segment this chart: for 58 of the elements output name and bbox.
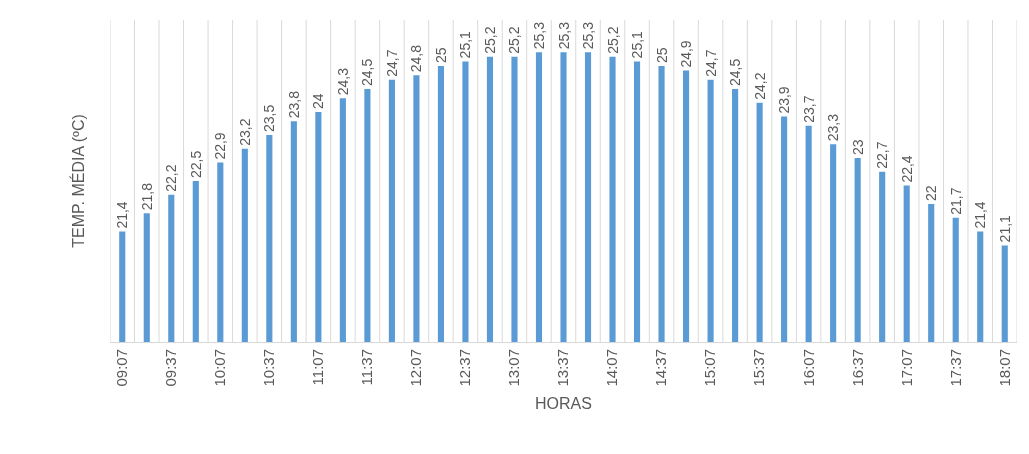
x-tick-label: 15:07	[701, 349, 719, 387]
data-label: 25	[653, 47, 670, 63]
data-label: 25,3	[580, 21, 597, 50]
data-label: 25,3	[530, 21, 547, 50]
x-tick-label: 16:37	[848, 349, 866, 387]
data-label: 24,8	[408, 44, 425, 73]
data-label: 22,2	[163, 164, 180, 192]
data-label: 24,5	[359, 58, 376, 86]
data-label: 23,2	[236, 118, 253, 146]
data-label: 24	[310, 93, 327, 109]
data-label: 21,4	[114, 201, 131, 229]
data-label: 23,3	[825, 113, 842, 142]
x-axis-title: HORAS	[535, 395, 592, 413]
data-label: 21,1	[996, 214, 1013, 243]
data-label: 24,7	[383, 49, 400, 77]
data-label: 24,7	[702, 49, 719, 77]
x-tick-label: 13:37	[554, 349, 572, 387]
data-label: 22,9	[212, 132, 229, 160]
x-tick-label: 10:07	[211, 349, 229, 387]
data-label: 25,2	[604, 26, 621, 54]
data-label: 24,2	[751, 72, 768, 100]
data-label: 25,2	[506, 26, 523, 54]
data-label: 22,4	[898, 155, 915, 183]
x-tick-label: 17:37	[946, 349, 964, 387]
data-label: 24,5	[727, 58, 744, 86]
x-tick-label: 14:07	[603, 349, 621, 387]
data-label: 23,5	[261, 104, 278, 132]
x-tick-label: 14:37	[652, 349, 670, 387]
y-axis-title: TEMP. MÉDIA (ºC)	[68, 114, 87, 248]
x-tick-label: 12:07	[407, 349, 425, 387]
x-tick-label: 17:07	[897, 349, 915, 387]
x-tick-label: 10:37	[260, 349, 278, 387]
x-tick-label: 18:07	[995, 349, 1013, 387]
x-tick-label: 11:07	[309, 349, 327, 386]
data-label: 22,5	[187, 150, 204, 178]
data-label: 22,7	[874, 141, 891, 169]
data-label: 21,8	[138, 182, 155, 211]
data-label: 25,3	[555, 21, 572, 50]
x-tick-label: 09:07	[113, 349, 131, 387]
data-label: 23	[849, 139, 866, 155]
data-label: 23,7	[800, 95, 817, 123]
data-label: 24,3	[334, 67, 351, 96]
data-label: 25,2	[481, 26, 498, 54]
data-label: 22	[923, 185, 940, 201]
data-label: 23,9	[776, 86, 793, 114]
data-label: 21,7	[947, 187, 964, 215]
data-label: 23,8	[285, 90, 302, 119]
data-label: 24,9	[678, 40, 695, 68]
data-label: 21,4	[972, 201, 989, 229]
x-tick-label: 15:37	[750, 349, 768, 387]
data-label: 25	[432, 47, 449, 63]
x-tick-label: 09:37	[162, 349, 180, 387]
x-tick-label: 11:37	[358, 349, 376, 386]
x-tick-label: 12:37	[456, 349, 474, 387]
data-label: 25,1	[629, 30, 646, 59]
x-tick-label: 13:07	[505, 349, 523, 387]
data-label: 25,1	[457, 30, 474, 59]
x-tick-label: 16:07	[799, 349, 817, 387]
